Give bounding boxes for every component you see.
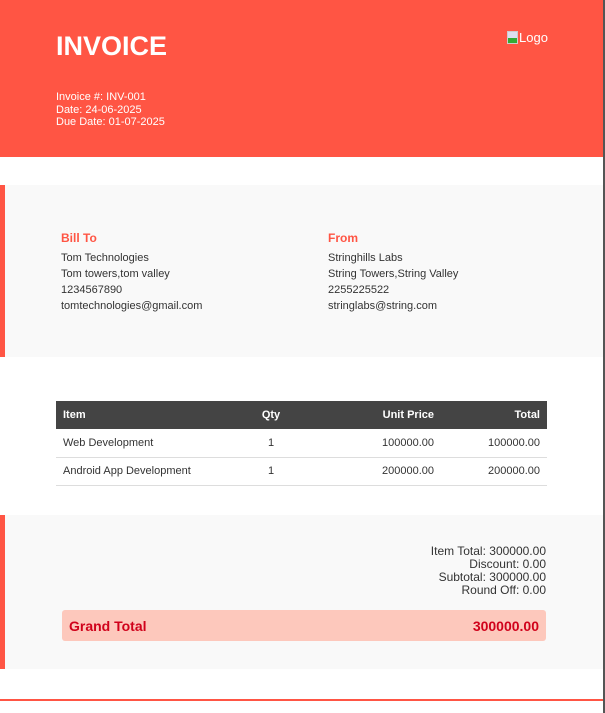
cell-qty: 1 (241, 457, 301, 486)
item-total: Item Total: 300000.00 (430, 544, 546, 558)
round-off: Round Off: 0.00 (461, 583, 546, 597)
invoice-header: INVOICE Invoice #: INV-001 Date: 24-06-2… (0, 0, 603, 157)
cell-unit-price: 200000.00 (301, 457, 441, 486)
bill-to-name: Tom Technologies (61, 252, 149, 264)
bill-to-email: tomtechnologies@gmail.com (61, 300, 203, 312)
from-email: stringlabs@string.com (328, 300, 437, 312)
grand-total-label: Grand Total (69, 617, 147, 634)
parties-section: Bill To Tom Technologies Tom towers,tom … (0, 185, 603, 357)
bill-to-phone: 1234567890 (61, 284, 123, 296)
totals-section: Item Total: 300000.00 Discount: 0.00 Sub… (0, 515, 603, 669)
table-row: Android App Development 1 200000.00 2000… (56, 457, 547, 486)
logo-alt-text: Logo (519, 30, 548, 45)
cell-item: Android App Development (56, 457, 241, 486)
from-heading: From (328, 231, 358, 245)
cell-item: Web Development (56, 429, 241, 458)
grand-total: Grand Total 300000.00 (62, 610, 546, 641)
bill-to-heading: Bill To (61, 231, 97, 245)
cell-qty: 1 (241, 429, 301, 458)
from-address: String Towers,String Valley (328, 268, 459, 280)
header-total: Total (441, 401, 547, 429)
invoice-due-date: Due Date: 01-07-2025 (56, 116, 165, 128)
items-table: Item Qty Unit Price Total Web Developmen… (56, 401, 547, 486)
invoice-date: Date: 24-06-2025 (56, 103, 142, 116)
header-item: Item (56, 401, 241, 429)
subtotal: Subtotal: 300000.00 (438, 570, 546, 584)
from-phone: 2255225522 (328, 284, 390, 296)
discount: Discount: 0.00 (469, 557, 546, 571)
table-header-row: Item Qty Unit Price Total (56, 401, 547, 429)
header-qty: Qty (241, 401, 301, 429)
cell-unit-price: 100000.00 (301, 429, 441, 458)
from-name: Stringhills Labs (328, 252, 403, 264)
bill-to-address: Tom towers,tom valley (61, 268, 170, 280)
totals-lines: Item Total: 300000.00 Discount: 0.00 Sub… (431, 545, 546, 597)
header-unit-price: Unit Price (301, 401, 441, 429)
from: From Stringhills Labs String Towers,Stri… (328, 231, 458, 314)
broken-image-icon (507, 31, 518, 44)
invoice-number: Invoice #: INV-001 (56, 91, 146, 103)
bill-to: Bill To Tom Technologies Tom towers,tom … (61, 231, 202, 314)
window-edge (603, 0, 605, 713)
cell-total: 200000.00 (441, 457, 547, 486)
footer-divider (0, 699, 603, 701)
cell-total: 100000.00 (441, 429, 547, 458)
table-row: Web Development 1 100000.00 100000.00 (56, 429, 547, 458)
invoice-meta: Invoice #: INV-001 Date: 24-06-2025 Due … (56, 91, 165, 129)
logo: Logo (507, 30, 548, 45)
invoice-title: INVOICE (56, 31, 168, 61)
grand-total-value: 300000.00 (472, 617, 539, 634)
